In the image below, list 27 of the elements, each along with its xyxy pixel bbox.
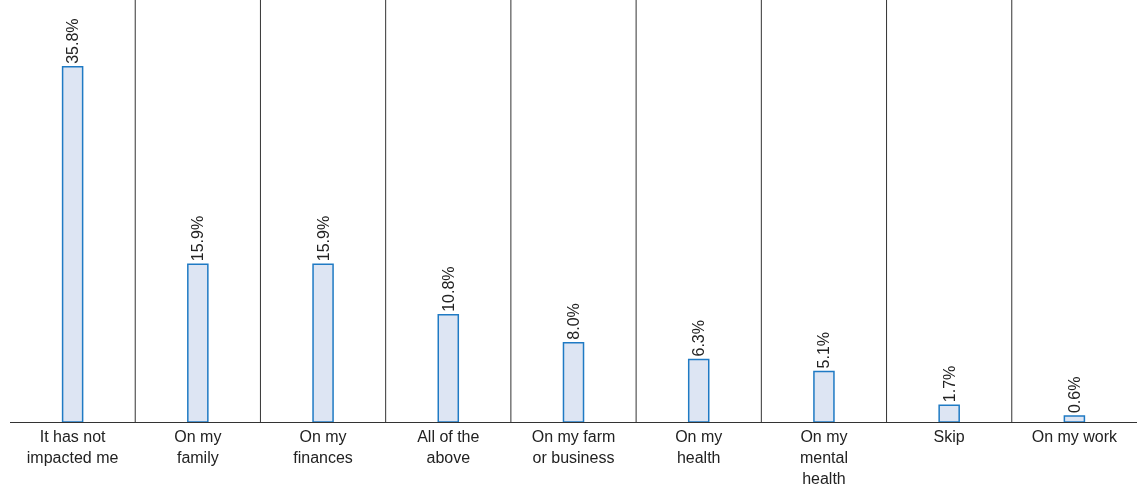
x-tick-label: On my farm or business bbox=[531, 428, 616, 466]
data-label: 8.0% bbox=[565, 303, 582, 340]
data-label: 15.9% bbox=[314, 215, 332, 262]
data-label: 15.9% bbox=[189, 215, 207, 262]
data-label: 0.6% bbox=[1065, 376, 1083, 414]
bar bbox=[1063, 415, 1086, 422]
x-tick-label: On my health bbox=[675, 428, 723, 466]
bar bbox=[312, 263, 334, 422]
data-label: 10.8% bbox=[439, 266, 457, 312]
data-label: 35.8% bbox=[64, 18, 82, 64]
x-tick-label: Skip bbox=[933, 428, 965, 446]
bar bbox=[687, 358, 710, 422]
data-label: 6.3% bbox=[690, 320, 708, 357]
x-tick-label: On my finances bbox=[293, 428, 353, 466]
bar bbox=[562, 341, 585, 422]
bar bbox=[187, 263, 209, 422]
x-tick-label: On my mental health bbox=[799, 428, 848, 487]
data-label: 1.7% bbox=[940, 365, 958, 403]
x-tick-label: All of the above bbox=[417, 428, 480, 466]
data-label: 5.1% bbox=[815, 331, 833, 369]
bar bbox=[938, 404, 960, 422]
bar bbox=[437, 314, 460, 422]
x-tick-label: It has not impacted me bbox=[26, 428, 119, 466]
x-tick-label: On my work bbox=[1031, 428, 1119, 446]
bar bbox=[813, 370, 835, 422]
x-tick-label: On my family bbox=[174, 428, 222, 466]
bar bbox=[61, 66, 84, 422]
